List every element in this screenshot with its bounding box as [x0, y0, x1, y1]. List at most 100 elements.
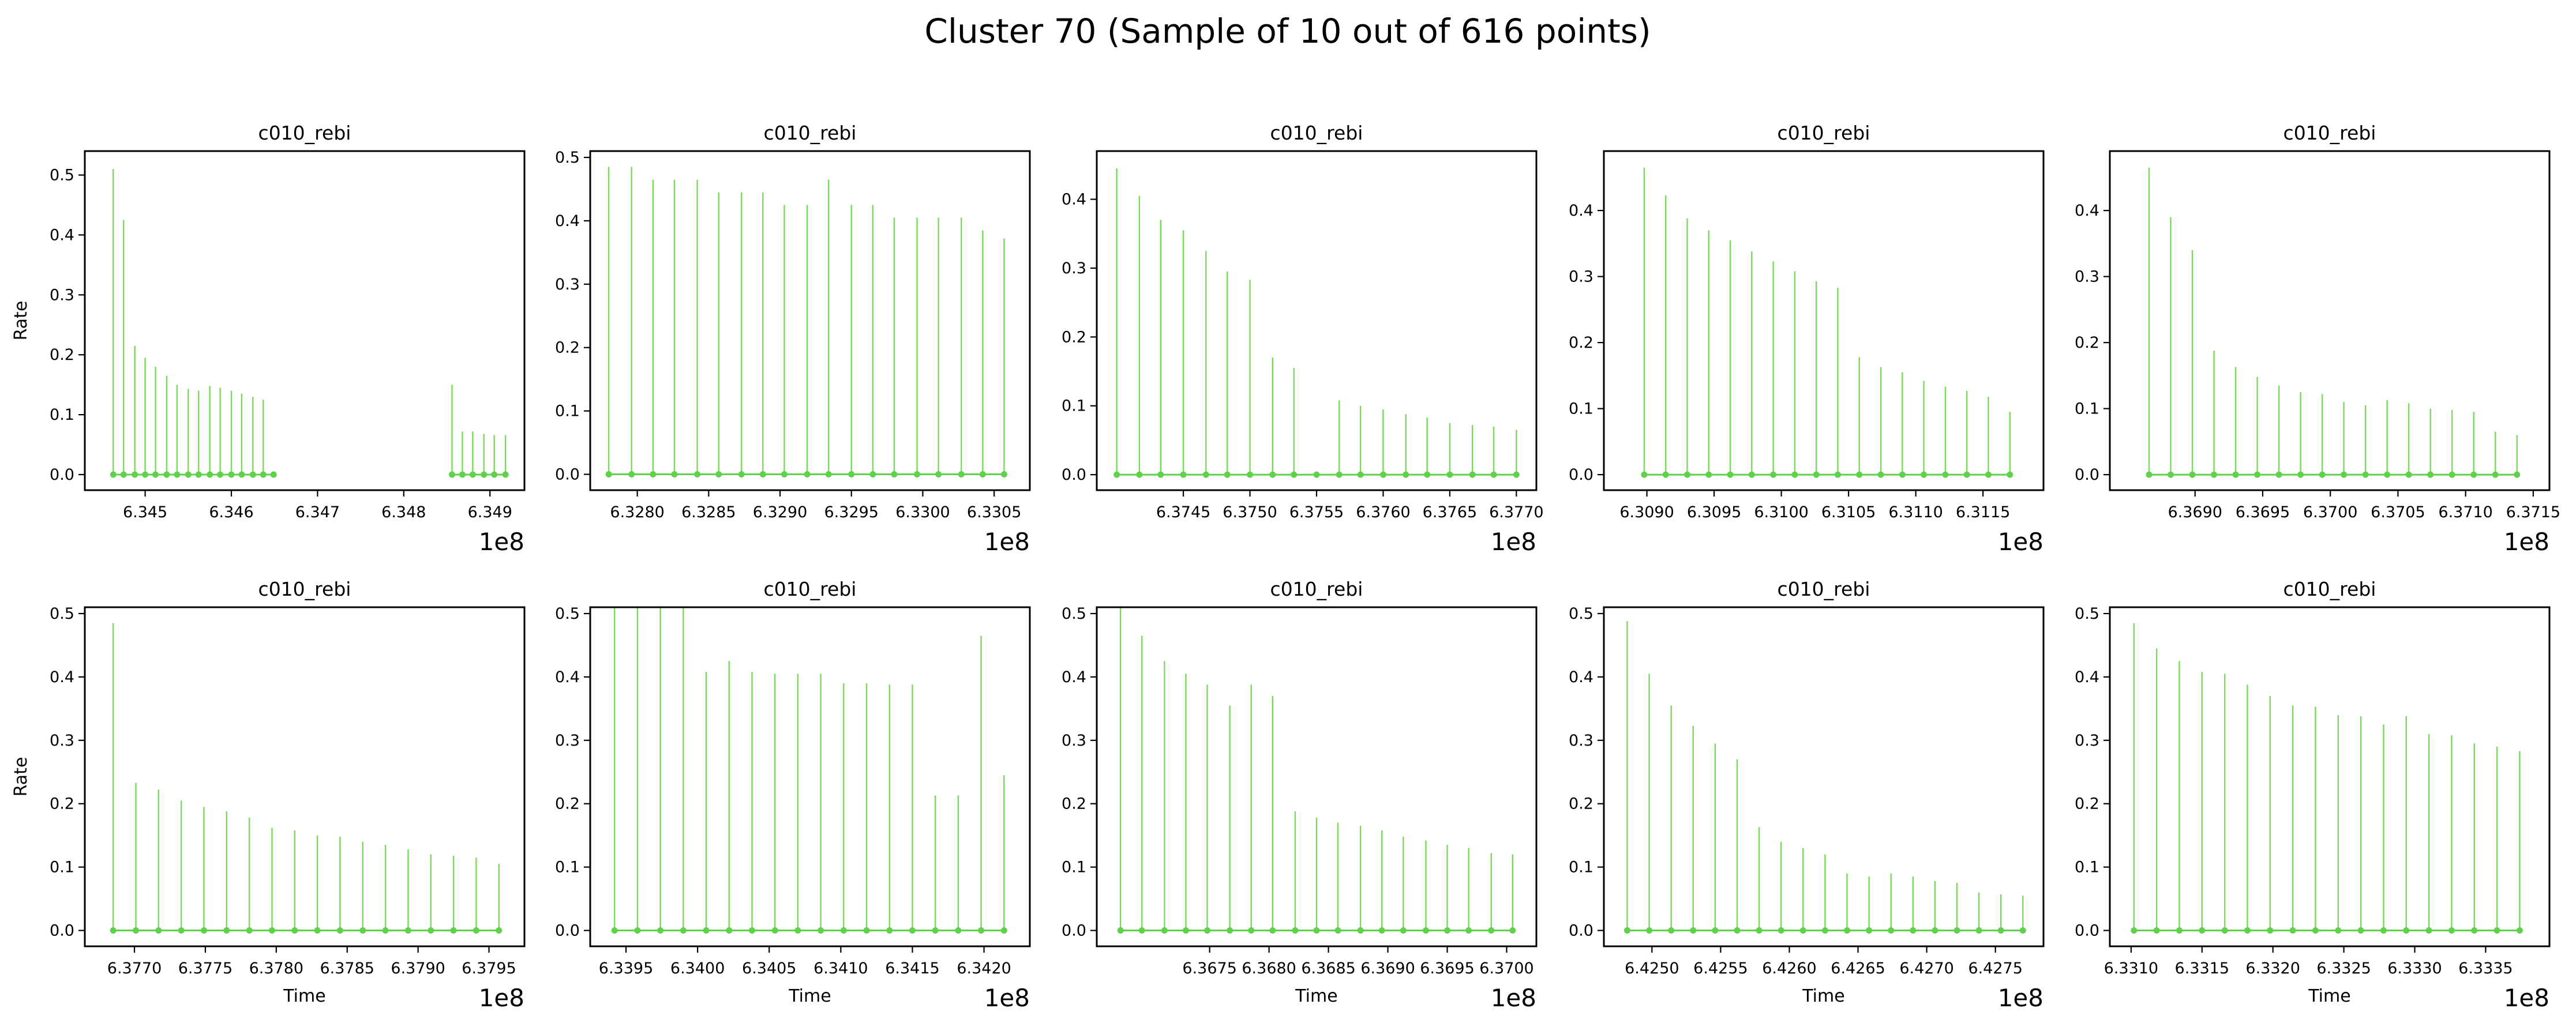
stem-marker [914, 471, 921, 478]
stem-marker [650, 471, 657, 478]
stem-marker [1224, 471, 1231, 478]
stem-marker [886, 927, 893, 934]
stem-marker [2176, 927, 2183, 934]
x-offset-label: 1e8 [984, 528, 1030, 556]
x-tick-label: 6.4250 [1625, 960, 1679, 977]
y-tick-label: 0.3 [2075, 732, 2099, 750]
x-offset-label: 1e8 [1491, 528, 1536, 556]
stem-marker [1357, 927, 1364, 934]
x-tick-label: 6.4265 [1831, 960, 1885, 977]
subplot-title: c010_rebi [764, 578, 857, 600]
y-tick-label: 0.4 [555, 668, 580, 686]
stem-marker [110, 927, 117, 934]
stem-marker [1422, 927, 1429, 934]
x-tick-label: 6.3790 [391, 960, 445, 977]
x-tick-label: 6.347 [295, 503, 340, 521]
x-tick-label: 6.349 [468, 503, 512, 521]
y-tick-label: 0.4 [555, 212, 580, 230]
y-tick-label: 0.2 [2075, 795, 2099, 813]
y-tick-label: 0.3 [2075, 268, 2099, 286]
y-tick-label: 0.4 [50, 226, 74, 244]
subplot-title: c010_rebi [2283, 122, 2376, 144]
stem-marker [2153, 927, 2160, 934]
y-tick-label: 0.1 [50, 406, 74, 424]
stem-marker [291, 927, 298, 934]
stem-marker [1313, 471, 1320, 478]
subplot-title: c010_rebi [1778, 122, 1870, 144]
stem-marker [794, 927, 801, 934]
y-tick-label: 0.5 [1062, 605, 1086, 623]
stem-marker [2448, 927, 2455, 934]
stem-marker [2514, 471, 2521, 478]
x-tick-label: 6.4270 [1899, 960, 1953, 977]
stem-marker [726, 927, 733, 934]
stem-marker [1791, 471, 1798, 478]
stem-marker [120, 471, 127, 478]
y-tick-label: 0.4 [1569, 202, 1593, 220]
subplot-4: c010_rebi 0.0 0.1 0.2 0.3 0.4 6.3090 6.3095 6.31… [1569, 122, 2045, 556]
subplot-title: c010_rebi [258, 578, 351, 600]
stem-marker [2211, 471, 2218, 478]
stem-marker [2221, 927, 2228, 934]
stem-marker [1770, 471, 1777, 478]
x-tick-label: 6.3320 [2245, 960, 2300, 977]
stem-marker [207, 471, 213, 478]
x-tick-label: 6.3705 [2371, 503, 2425, 521]
stem-marker [1509, 927, 1516, 934]
y-tick-label: 0.3 [50, 732, 74, 750]
y-tick-label: 0.4 [2075, 202, 2099, 220]
y-tick-label: 0.5 [50, 167, 74, 185]
x-offset-label: 1e8 [1491, 984, 1536, 1012]
y-tick-label: 0.2 [1569, 334, 1593, 352]
axes-frame [1603, 606, 2045, 947]
stem-marker [249, 471, 256, 478]
stem-marker [978, 927, 985, 934]
stem-marker [891, 471, 898, 478]
stem-marker [2019, 927, 2026, 934]
stem-marker [1400, 927, 1407, 934]
stem-marker [771, 927, 778, 934]
y-tick-label: 0.0 [50, 922, 74, 940]
stem-marker [628, 471, 635, 478]
stem-marker [1291, 471, 1298, 478]
stem-marker [110, 471, 117, 478]
y-tick-label: 0.2 [1062, 328, 1086, 346]
stem-marker [2470, 471, 2477, 478]
stem-marker [260, 471, 267, 478]
y-tick-label: 0.3 [1062, 732, 1086, 750]
stem-marker [1975, 927, 1982, 934]
x-tick-label: 6.3325 [2316, 960, 2371, 977]
axes-frame [1096, 606, 1538, 947]
x-tick-label: 6.3300 [895, 503, 950, 521]
x-tick-label: 6.4275 [1968, 960, 2022, 977]
stem-marker [1866, 927, 1873, 934]
stem-marker [1734, 927, 1741, 934]
stem-marker [1705, 471, 1712, 478]
y-tick-label: 0.2 [2075, 334, 2099, 352]
stem-marker [1910, 927, 1917, 934]
stem-marker [2289, 927, 2296, 934]
x-axis-label: Time [788, 986, 831, 1006]
stem-marker [1623, 927, 1630, 934]
stem-marker [1202, 471, 1209, 478]
x-tick-label: 6.3780 [249, 960, 303, 977]
stem-marker [1357, 471, 1364, 478]
y-tick-label: 0.2 [50, 346, 74, 364]
stem-marker [1748, 471, 1755, 478]
x-tick-label: 6.3420 [957, 960, 1011, 977]
x-tick-label: 6.3745 [1156, 503, 1210, 521]
stem-marker [2312, 927, 2319, 934]
x-tick-label: 6.3695 [2236, 503, 2290, 521]
stem-marker [958, 471, 965, 478]
stem-marker [680, 927, 687, 934]
y-tick-label: 0.5 [2075, 605, 2099, 623]
stem-marker [2493, 927, 2500, 934]
stem-marker [314, 927, 321, 934]
subplot-1: c010_rebi 0.0 0.1 0.2 0.3 0.4 0.5 6.345 6.346 6.3… [11, 122, 526, 556]
x-tick-label: 6.4255 [1693, 960, 1748, 977]
stem-marker [359, 927, 366, 934]
stem-marker [605, 471, 612, 478]
subplot-grid: c010_rebi 0.0 0.1 0.2 0.3 0.4 0.5 6.345 6.346 6.3… [11, 122, 2560, 1012]
stem-marker [935, 471, 942, 478]
y-tick-label: 0.0 [50, 466, 74, 484]
